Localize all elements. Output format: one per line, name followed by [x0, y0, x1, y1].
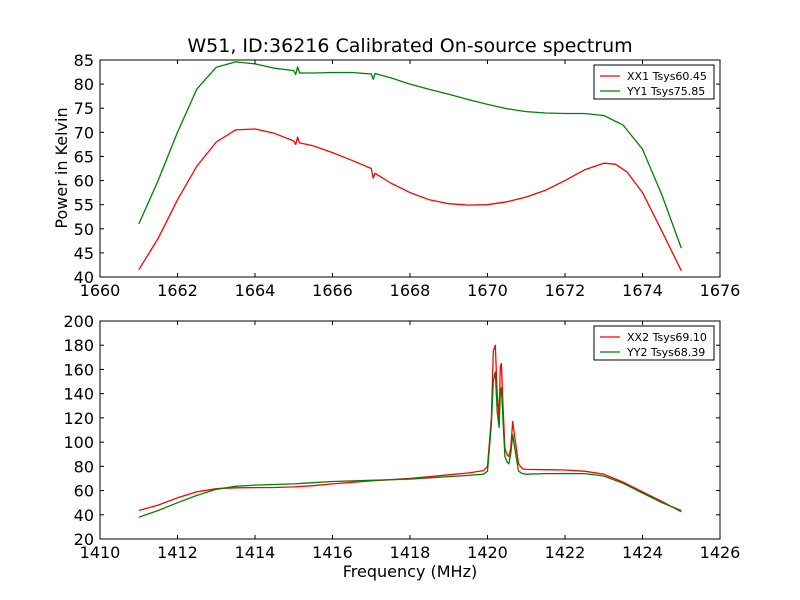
series-line-2 — [138, 61, 682, 249]
y-tick-label: 140 — [63, 385, 94, 404]
x-tick-label: 1424 — [622, 543, 663, 562]
y-tick-label: 60 — [74, 482, 94, 501]
x-tick-label: 1422 — [545, 543, 586, 562]
legend: XX1 Tsys60.45 YY1 Tsys75.85 — [593, 64, 715, 100]
y-tick-label: 20 — [74, 530, 94, 549]
series-line-1 — [138, 128, 682, 271]
legend-entry: XX2 Tsys69.10 — [627, 331, 707, 344]
y-tick-label: 75 — [74, 99, 94, 118]
y-tick-label: 100 — [63, 433, 94, 452]
legend-box — [593, 64, 715, 100]
top-spectrum-chart: W51, ID:36216 Calibrated On-source spect… — [52, 35, 740, 300]
chart-title: W51, ID:36216 Calibrated On-source spect… — [187, 35, 632, 57]
x-axis-label: Frequency (MHz) — [343, 562, 477, 581]
x-tick-label: 1420 — [467, 543, 508, 562]
legend: XX2 Tsys69.10 YY2 Tsys68.39 — [593, 325, 715, 361]
y-tick-label: 40 — [74, 506, 94, 525]
x-tick-label: 1416 — [312, 543, 353, 562]
legend-entry: YY2 Tsys68.39 — [626, 346, 705, 359]
y-tick-label: 200 — [63, 312, 94, 331]
plot-area: 1410 1412 1414 1416 1418 1420 1422 1424 1426 20 40… — [63, 312, 740, 562]
x-tick-label: 1426 — [700, 543, 741, 562]
y-axis-label: Power in Kelvin — [52, 107, 71, 228]
legend-entry: YY1 Tsys75.85 — [626, 85, 705, 98]
x-tick-label: 1660 — [80, 281, 121, 300]
y-tick-label: 160 — [63, 360, 94, 379]
x-tick-label: 1414 — [235, 543, 276, 562]
series-line-2 — [138, 371, 682, 518]
bottom-spectrum-chart: Frequency (MHz) 1410 1412 1414 1416 1418 1420… — [63, 312, 740, 581]
y-tick-label: 45 — [74, 244, 94, 263]
x-tick-label: 1418 — [390, 543, 431, 562]
x-tick-label: 1676 — [700, 281, 741, 300]
x-tick-label: 1670 — [467, 281, 508, 300]
x-tick-label: 1664 — [235, 281, 276, 300]
y-tick-label: 120 — [63, 409, 94, 428]
y-tick-label: 55 — [74, 196, 94, 215]
x-tick-label: 1410 — [80, 543, 121, 562]
y-tick-label: 60 — [74, 172, 94, 191]
y-tick-label: 180 — [63, 336, 94, 355]
series-line-1 — [138, 344, 682, 513]
plot-area: 1660 1662 1664 1666 1668 1670 1672 1674 1676 40 45… — [74, 51, 741, 300]
y-tick-label: 65 — [74, 147, 94, 166]
y-tick-label: 80 — [74, 75, 94, 94]
x-tick-label: 1674 — [622, 281, 663, 300]
legend-entry: XX1 Tsys60.45 — [627, 70, 707, 83]
y-tick-label: 80 — [74, 457, 94, 476]
y-tick-label: 85 — [74, 51, 94, 70]
x-tick-label: 1668 — [390, 281, 431, 300]
x-tick-label: 1666 — [312, 281, 353, 300]
x-tick-label: 1662 — [157, 281, 198, 300]
y-tick-label: 50 — [74, 220, 94, 239]
x-tick-label: 1412 — [157, 543, 198, 562]
y-tick-label: 40 — [74, 268, 94, 287]
x-tick-label: 1672 — [545, 281, 586, 300]
y-tick-label: 70 — [74, 123, 94, 142]
legend-box — [593, 325, 715, 361]
